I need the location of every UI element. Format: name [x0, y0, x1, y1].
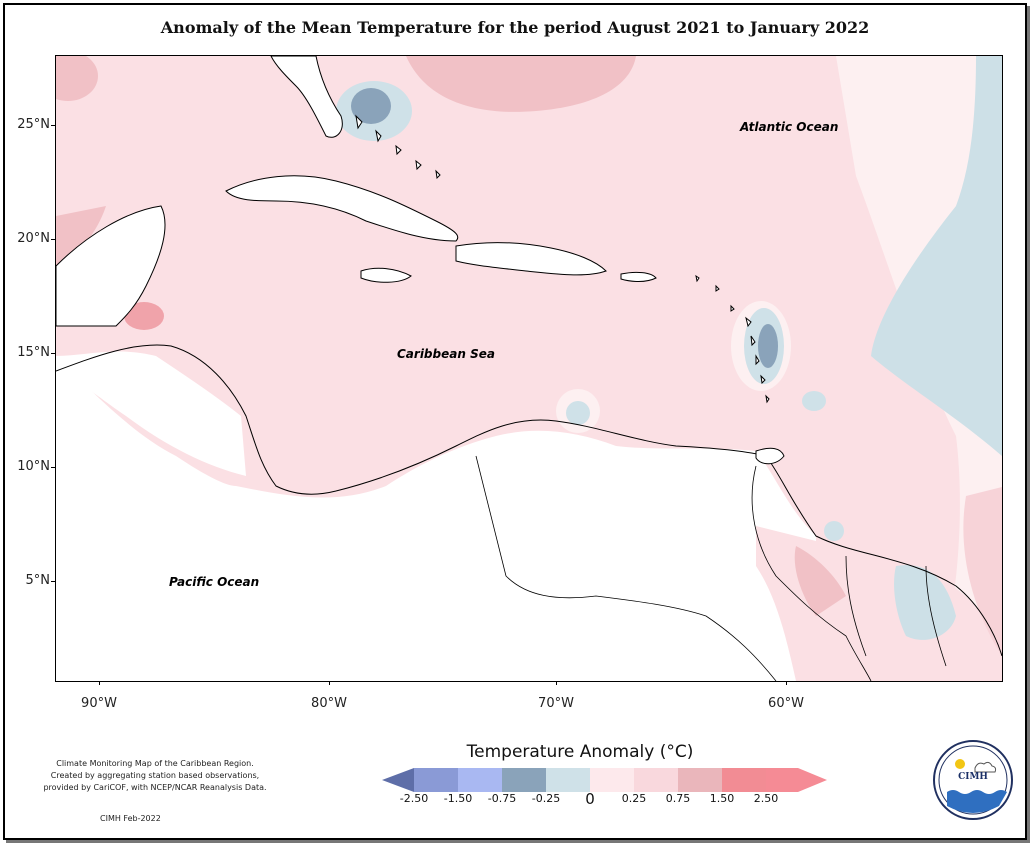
land-bahamas: [355, 114, 441, 180]
lon-label-90w: 90°W: [81, 696, 117, 711]
anomaly-zone-guyana-cool: [824, 521, 844, 541]
waves-icon: [947, 790, 1007, 813]
map-notes: Climate Monitoring Map of the Caribbean …: [20, 758, 290, 794]
notes-line-2: Created by aggregating station based obs…: [50, 771, 260, 780]
notes-line-1: Climate Monitoring Map of the Caribbean …: [56, 759, 254, 768]
anomaly-map: Atlantic Ocean Caribbean Sea Pacific Oce…: [55, 55, 1003, 682]
legend-tick: -0.75: [487, 792, 517, 805]
label-caribbean-sea: Caribbean Sea: [397, 347, 495, 361]
legend-tick: -2.50: [399, 792, 429, 805]
legend-title: Temperature Anomaly (°C): [466, 742, 694, 762]
anomaly-zone-suriname-cool: [894, 565, 956, 640]
lat-label-20n: 20°N: [17, 231, 50, 246]
label-atlantic-ocean: Atlantic Ocean: [740, 120, 839, 134]
land-lesser-antilles: [695, 274, 770, 404]
lat-tick: [51, 239, 55, 240]
land-florida: [270, 56, 343, 138]
lon-tick: [786, 681, 787, 685]
map-title: Anomaly of the Mean Temperature for the …: [160, 18, 870, 37]
map-svg: [56, 56, 1002, 681]
anomaly-zone-guyana-warm: [794, 546, 846, 616]
legend-swatch-above-2.50: [766, 768, 827, 792]
border-venezuela-colombia-brazil: [475, 455, 777, 681]
land-hispaniola: [455, 242, 607, 276]
coastline-central-america: [56, 344, 337, 495]
cimh-logo-graphic: [938, 745, 1008, 815]
legend-tick: 2.50: [753, 792, 779, 805]
cloud-icon: [974, 761, 997, 773]
sun-icon: [955, 759, 965, 769]
land-puerto-rico: [620, 271, 657, 282]
lat-tick: [51, 581, 55, 582]
cimh-logo: CIMH: [933, 740, 1013, 820]
anomaly-zone-east-warm: [963, 487, 1002, 656]
land-jamaica: [360, 267, 412, 283]
lon-tick: [329, 681, 330, 685]
legend-swatch: [590, 768, 634, 792]
land-trinidad: [755, 447, 785, 465]
anomaly-zone-gulf-warm: [56, 56, 98, 101]
anomaly-zone-curacao-cool: [566, 401, 590, 425]
lat-label-5n: 5°N: [25, 573, 51, 588]
anomaly-zone-tobago-cool: [802, 391, 826, 411]
legend-swatch: [634, 768, 678, 792]
legend-swatch: [414, 768, 458, 792]
lat-tick: [51, 467, 55, 468]
legend-swatch: [458, 768, 502, 792]
land-yucatan: [56, 205, 166, 327]
lon-label-80w: 80°W: [311, 696, 347, 711]
anomaly-zone-belize-warm: [124, 302, 164, 330]
border-guyana: [751, 465, 872, 681]
legend-swatch: [722, 768, 766, 792]
legend-tick: -1.50: [443, 792, 473, 805]
legend-colorbar: [382, 768, 827, 792]
legend-swatch: [502, 768, 546, 792]
anomaly-zone-antilles-cold: [758, 324, 778, 368]
notes-line-3: provided by CariCOF, with NCEP/NCAR Rean…: [43, 783, 267, 792]
lat-label-25n: 25°N: [17, 117, 50, 132]
legend-tick: 0.25: [621, 792, 647, 805]
border-suriname: [845, 555, 867, 657]
lat-tick: [51, 125, 55, 126]
land-cuba: [225, 175, 459, 242]
lon-label-60w: 60°W: [768, 696, 804, 711]
lon-tick: [556, 681, 557, 685]
lon-label-70w: 70°W: [538, 696, 574, 711]
legend-tick: 0: [585, 790, 595, 808]
coastline-south-america: [335, 419, 1002, 657]
legend-tick: 0.75: [665, 792, 691, 805]
anomaly-zone-north-warm: [406, 56, 636, 112]
legend-swatch: [678, 768, 722, 792]
map-credit: CIMH Feb-2022: [100, 814, 161, 823]
logo-ring: [938, 745, 1008, 815]
logo-text: CIMH: [958, 772, 988, 782]
lat-label-10n: 10°N: [17, 459, 50, 474]
lat-tick: [51, 353, 55, 354]
legend-tick: -0.25: [531, 792, 561, 805]
anomaly-zone-atlantic-cool: [871, 56, 1002, 456]
legend-tick: 1.50: [709, 792, 735, 805]
figure-frame: [3, 3, 1027, 840]
label-pacific-ocean: Pacific Ocean: [169, 575, 260, 589]
border-french-guiana: [925, 565, 947, 667]
lon-tick: [99, 681, 100, 685]
anomaly-zone-bahamas-cold: [351, 88, 391, 124]
lat-label-15n: 15°N: [17, 345, 50, 360]
legend-swatch-below--2.50: [382, 768, 414, 792]
land-central-america: [56, 351, 246, 476]
legend-swatch: [546, 768, 590, 792]
